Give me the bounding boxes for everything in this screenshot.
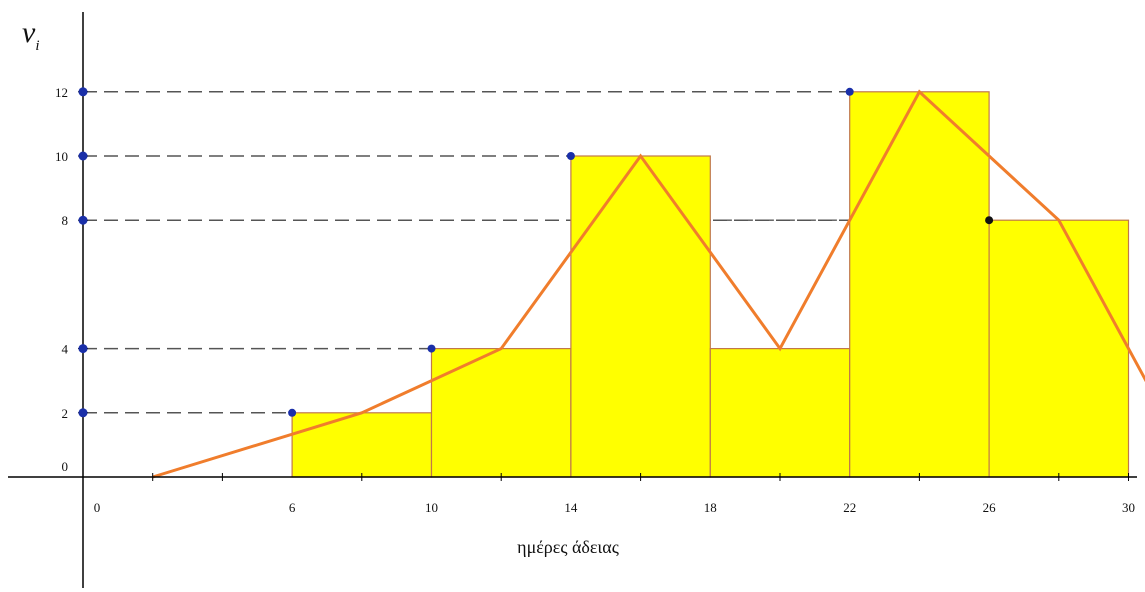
reference-dot <box>78 215 88 225</box>
y-tick-label: 2 <box>62 406 69 421</box>
x-axis-label: ημέρες άδειας <box>517 537 619 557</box>
bar-corner-dot <box>845 87 854 96</box>
x-tick-label: 0 <box>94 500 101 515</box>
histogram-bar <box>570 155 711 478</box>
frequency-polygon <box>152 89 1145 479</box>
bar-corner-dot <box>427 344 436 353</box>
x-tick-labels: 0 6 10 14 18 22 26 30 <box>94 500 1135 515</box>
bar-corner-dot <box>566 152 575 160</box>
x-tick-label: 26 <box>983 500 997 515</box>
reference-dot <box>78 151 88 161</box>
reference-dots <box>78 87 994 418</box>
y-tick-label: 8 <box>62 213 69 228</box>
histogram-bar <box>709 348 851 478</box>
histogram-bar <box>291 412 433 478</box>
bar-corner-dot <box>288 408 297 417</box>
x-tick-label: 18 <box>704 500 717 515</box>
y-tick-label: 4 <box>62 342 69 357</box>
y-tick-label: 12 <box>55 85 68 100</box>
reference-dot <box>78 408 88 418</box>
histogram-bar <box>430 348 572 478</box>
histogram-bars <box>291 91 1130 478</box>
x-tick-label: 6 <box>289 500 296 515</box>
histogram-bar <box>988 219 1130 478</box>
x-tick-label: 10 <box>425 500 438 515</box>
y-tick-label: 0 <box>62 459 69 474</box>
polygon-line <box>152 89 1145 479</box>
x-tick-label: 14 <box>564 500 578 515</box>
reference-dot <box>78 344 88 354</box>
bar-corner-dot <box>985 216 994 225</box>
x-tick-label: 22 <box>843 500 856 515</box>
y-tick-labels: 0 2 4 8 10 12 <box>55 85 69 474</box>
x-tick-label: 30 <box>1122 500 1135 515</box>
y-tick-label: 10 <box>55 149 68 164</box>
histogram-bar <box>849 91 990 478</box>
y-axis-label: νi <box>22 16 40 54</box>
reference-dot <box>78 87 88 97</box>
